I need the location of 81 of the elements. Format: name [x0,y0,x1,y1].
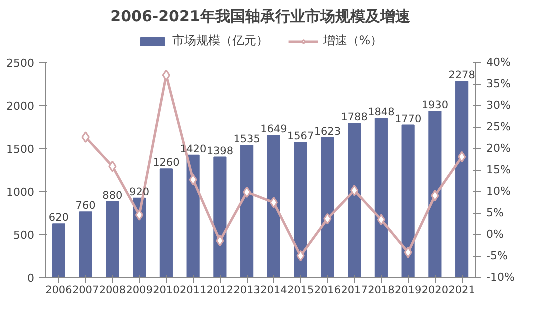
x-tick-label: 2015 [287,284,314,296]
data-label: 1567 [287,130,314,143]
point [458,151,466,163]
bar [374,118,388,278]
data-label: 1623 [314,126,342,138]
y-tick-label: 2000 [6,100,35,113]
data-label: 1930 [422,100,449,112]
chart-title: 2006-2021年我国轴承行业市场规模及增速 [110,8,412,26]
point [108,160,117,172]
data-label: 1649 [260,124,288,136]
x-tick-label: 2007 [72,284,100,296]
x-tick-label: 2012 [206,284,234,296]
bar [240,144,254,278]
bar [267,135,280,278]
y-tick-label: 0 [28,272,34,285]
bar [106,201,120,278]
x-tick-label: 2020 [422,284,449,296]
y2-tick-label: 10% [486,185,511,198]
y2-tick-label: -10% [486,271,515,284]
data-label: 1420 [180,143,207,156]
y2-tick-label: 25% [486,120,511,134]
point [296,250,305,262]
bar [186,154,200,278]
data-label: 1770 [394,113,422,126]
bar [321,137,334,278]
x-tick-label: 2018 [368,284,395,296]
data-label: 760 [76,200,96,212]
bar [294,142,308,278]
x-tick-label: 2006 [46,284,73,296]
data-label: 880 [102,190,123,202]
x-tick-label: 2021 [448,284,476,296]
y2-tick-label: 35% [486,78,511,90]
bar [214,156,227,278]
y2-tick-label: 40% [486,56,511,69]
data-label: 1848 [368,106,395,119]
point [135,209,144,221]
x-tick-label: 2009 [126,284,153,296]
point [404,246,412,258]
data-label: 1535 [234,133,260,146]
y2-tick-label: 20% [486,142,511,155]
x-tick-label: 2008 [99,284,126,296]
legend-label: 增速（%） [323,32,383,50]
x-tick-label: 2017 [341,284,368,296]
x-tick-label: 2010 [153,284,180,296]
y2-tick-label: 30% [486,99,511,112]
y2-tick-label: 15% [486,164,511,176]
bar [52,224,66,278]
point [216,235,224,247]
point [82,132,90,144]
bar [402,124,415,278]
data-label: 2278 [448,70,476,82]
y2-tick-label: 0% [486,228,504,241]
point [270,196,278,208]
y-tick-label: 500 [14,229,35,242]
x-tick-label: 2013 [234,284,260,296]
bar [160,168,173,278]
bar [348,123,362,278]
bar [79,212,92,278]
x-tick-label: 2016 [314,284,342,296]
data-label: 620 [48,212,69,224]
bar [428,111,442,278]
point [431,190,440,202]
y-tick-label: 2500 [6,57,35,70]
point [350,184,359,196]
point [377,214,386,226]
point [242,186,252,198]
y2-tick-label: 5% [486,206,504,220]
data-label: 1788 [341,112,368,124]
data-label: 920 [130,186,150,198]
data-label: 1260 [153,157,180,170]
y-tick-label: 1500 [6,143,35,156]
x-tick-label: 2014 [260,284,288,296]
point [324,213,332,225]
point [189,174,198,186]
data-label: 1398 [206,145,234,158]
y-tick-label: 1000 [6,186,35,199]
y2-tick-label: -5% [486,250,508,262]
x-tick-label: 2011 [180,284,207,296]
legend-label: 市场规模（亿元） [172,32,268,50]
x-tick-label: 2019 [394,284,422,296]
bar [456,81,469,278]
